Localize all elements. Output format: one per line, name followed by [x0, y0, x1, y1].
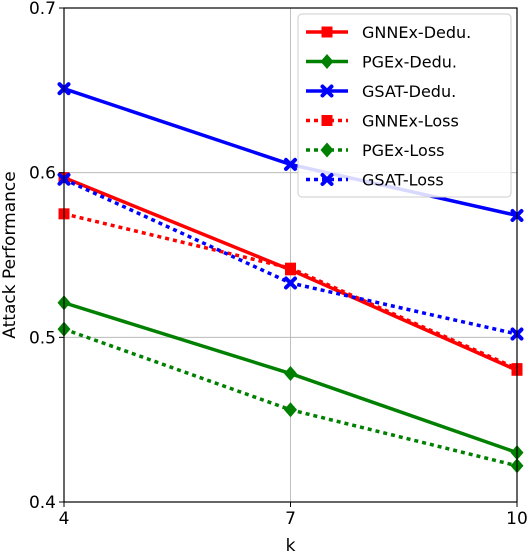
legend-label: GSAT-Loss	[362, 171, 444, 190]
legend-frame	[297, 13, 512, 198]
y-axis-label: Attack Performance	[0, 171, 20, 338]
data-point	[285, 262, 296, 274]
data-point	[284, 157, 297, 171]
x-axis-label: k	[286, 536, 296, 554]
y-tick-label: 0.5	[29, 328, 56, 348]
y-tick-label: 0.4	[29, 493, 56, 513]
legend-item: GNNEx-Loss	[306, 112, 459, 131]
legend-label: GNNEx-Dedu.	[362, 23, 471, 42]
data-point	[284, 402, 297, 418]
legend-label: GSAT-Dedu.	[362, 82, 456, 101]
legend: GNNEx-Dedu. PGEx-Dedu. GSAT-Dedu. GNNEx-Los…	[297, 13, 512, 198]
legend-item: GSAT-Dedu.	[306, 82, 456, 101]
y-tick-label: 0.7	[29, 0, 56, 19]
legend-label: PGEx-Loss	[362, 141, 445, 160]
legend-label: GNNEx-Loss	[362, 112, 459, 131]
legend-marker	[320, 84, 334, 98]
legend-marker	[320, 54, 334, 69]
legend-marker	[321, 26, 333, 38]
legend-item: GNNEx-Dedu.	[306, 23, 471, 42]
legend-marker	[320, 173, 334, 186]
legend-marker	[320, 142, 334, 158]
x-tick-label: 10	[506, 509, 528, 529]
data-point	[284, 276, 297, 290]
legend-item: GSAT-Loss	[306, 171, 444, 190]
legend-item: PGEx-Loss	[306, 141, 445, 160]
x-tick-label: 7	[285, 509, 296, 529]
legend-item: PGEx-Dedu.	[306, 53, 457, 72]
legend-marker	[321, 115, 333, 126]
legend-label: PGEx-Dedu.	[362, 53, 457, 72]
data-point	[284, 366, 297, 382]
axes: 4 7 10 0.4 0.5 0.6 0.7	[29, 0, 528, 529]
y-tick-label: 0.6	[29, 164, 56, 184]
x-tick-label: 4	[59, 509, 70, 529]
